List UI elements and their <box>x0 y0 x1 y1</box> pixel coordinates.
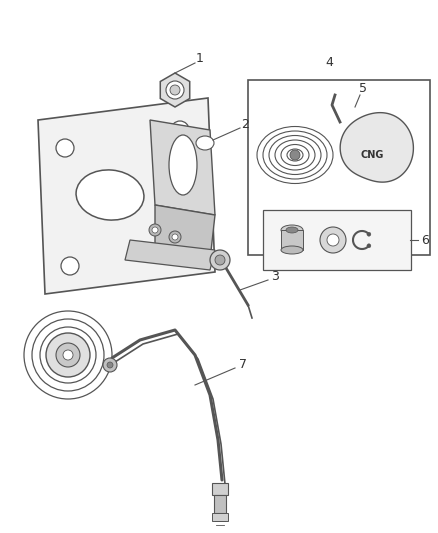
Ellipse shape <box>169 135 197 195</box>
Circle shape <box>152 227 158 233</box>
Bar <box>212 513 228 521</box>
Bar <box>214 495 226 513</box>
Circle shape <box>215 255 225 265</box>
Polygon shape <box>38 98 215 294</box>
Ellipse shape <box>76 170 144 220</box>
Polygon shape <box>155 205 215 260</box>
Polygon shape <box>340 112 413 182</box>
Circle shape <box>63 350 73 360</box>
Circle shape <box>46 333 90 377</box>
Bar <box>212 483 228 495</box>
Circle shape <box>170 85 180 95</box>
Circle shape <box>103 358 117 372</box>
Circle shape <box>61 257 79 275</box>
Bar <box>248 80 430 255</box>
Circle shape <box>320 227 346 253</box>
Text: 3: 3 <box>271 270 279 282</box>
Text: 1: 1 <box>196 52 204 66</box>
Circle shape <box>327 234 339 246</box>
Text: 6: 6 <box>421 233 429 246</box>
Circle shape <box>367 244 371 248</box>
Text: 4: 4 <box>325 55 333 69</box>
Text: 5: 5 <box>359 82 367 94</box>
Circle shape <box>210 250 230 270</box>
Polygon shape <box>125 240 215 270</box>
Circle shape <box>56 343 80 367</box>
Bar <box>263 210 411 270</box>
Ellipse shape <box>281 225 303 235</box>
Circle shape <box>56 139 74 157</box>
Circle shape <box>166 81 184 99</box>
Circle shape <box>367 232 371 236</box>
Bar <box>281 230 303 250</box>
Circle shape <box>149 224 161 236</box>
Circle shape <box>186 239 204 257</box>
Circle shape <box>107 362 113 368</box>
Circle shape <box>171 121 189 139</box>
Polygon shape <box>160 73 190 107</box>
Text: CNG: CNG <box>360 150 384 160</box>
Ellipse shape <box>286 227 298 233</box>
Circle shape <box>172 234 178 240</box>
Polygon shape <box>150 120 215 215</box>
Circle shape <box>290 150 300 160</box>
Text: 7: 7 <box>239 358 247 370</box>
Text: 2: 2 <box>241 118 249 132</box>
Ellipse shape <box>281 246 303 254</box>
Ellipse shape <box>196 136 214 150</box>
Circle shape <box>169 231 181 243</box>
